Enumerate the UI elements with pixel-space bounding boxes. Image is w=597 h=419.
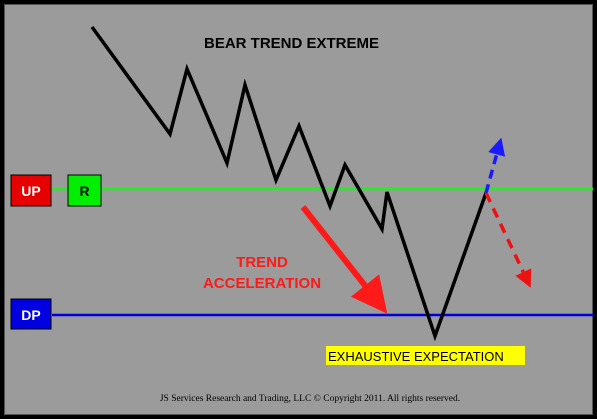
dp-level-box [10,298,52,330]
dp-level-label: DP [21,307,40,323]
bearish-rejection-arrow-icon [484,192,532,288]
trend-acceleration-arrow-icon [300,205,388,314]
bullish-continuation-arrow-icon [484,137,506,194]
diagram-title: BEAR TREND EXTREME [204,35,379,52]
copyright-footer: JS Services Research and Trading, LLC © … [160,393,460,404]
trend-label-line1: TREND [236,254,288,271]
trend-label-line2: ACCELERATION [203,275,321,292]
price-path-line [90,25,488,342]
exhaustive-expectation-label: EXHAUSTIVE EXPECTATION [328,349,504,364]
up-level-box [10,174,52,207]
exhaustive-highlight [326,346,525,365]
r-level-box [67,174,102,207]
up-level-label: UP [21,183,40,199]
r-level-label: R [79,183,89,199]
